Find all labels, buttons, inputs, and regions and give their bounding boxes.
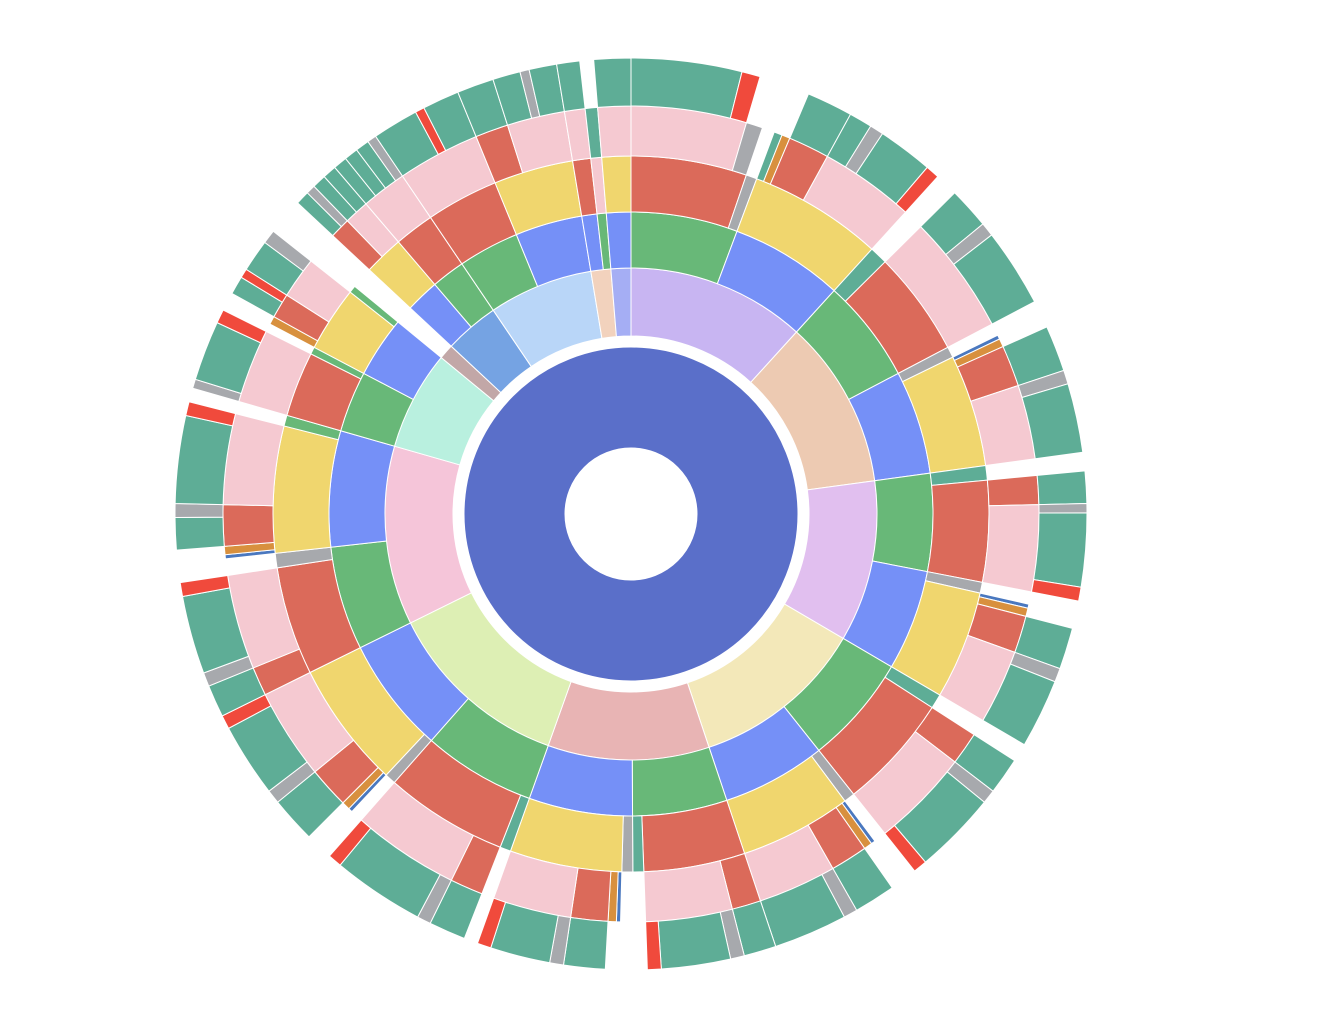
sunburst-segment-r-1-0-1-0-2	[952, 234, 1036, 325]
sunburst-segment-r-7-1-0-2-1	[264, 230, 312, 272]
sunburst-segment-r-2-1-1-3-1	[982, 663, 1056, 746]
sunburst-segment-r-1-1-1-3-1	[1021, 383, 1084, 460]
sunburst-segment-r-6-1-0-2	[222, 504, 275, 547]
sunburst-segment-r-3-0-1-1-2	[884, 824, 927, 872]
sunburst-segment-r-2-0-1	[926, 479, 990, 583]
sunburst-segment-r-4-0-0-1-2	[645, 920, 662, 971]
sunburst-segment-r-4-1-1-2-0	[562, 916, 609, 970]
sunburst-segment-r-4-0-1	[632, 815, 645, 873]
sunburst-segment-r-12-0	[605, 211, 632, 270]
sunburst-segment-r-2-0	[871, 472, 934, 573]
sunburst-segment-r-12-0-0-0	[597, 105, 632, 158]
sunburst-segment-r-2-0-1-0-0	[1036, 470, 1088, 506]
sunburst-segment-r-6-1-0	[272, 425, 339, 554]
sunburst-segment-r-6-1-0-3-0	[174, 414, 234, 506]
sunburst-segment-r-6-1-0-3-1	[185, 401, 237, 427]
sunburst-segment-r-6-1-0-2-1	[174, 502, 224, 519]
sunburst-segment-r-2-0-1-1	[981, 504, 1040, 593]
sunburst-segment-r-4-0-0-1-1	[657, 911, 732, 970]
sunburst-segment-r-6-1-0-2-0	[174, 516, 225, 551]
sunburst-segment-r-4-1-1-3-2	[476, 897, 507, 949]
sunburst-segment-r-6-1	[328, 430, 396, 548]
sunburst-root-ring	[463, 346, 799, 682]
sunburst-segment-r-12-0-0	[601, 155, 632, 214]
sunburst-segment-r-2-0-1-1-1	[1033, 512, 1088, 588]
sunburst-segment-r-2-0-1-1-2	[1030, 579, 1082, 602]
sunburst-segment-r-4	[547, 680, 710, 761]
sunburst-rings	[174, 57, 1088, 971]
sunburst-segment-r-5-0-1-1-2	[328, 819, 372, 866]
sunburst-segment-r-2-0-1-0	[986, 474, 1040, 507]
sunburst-segment-r-12-0-0-0-0	[593, 57, 632, 108]
sunburst-segment-r-7-1-1	[349, 285, 399, 328]
sunburst-segment-r-0-1-0-3-3	[895, 166, 939, 213]
sunburst-segment-r-7-0-0-0-2	[216, 309, 267, 344]
sunburst-segment-r-6-0-0-1-2	[179, 574, 231, 598]
sunburst-segment-r-2-0-1-1-0	[1038, 502, 1088, 514]
